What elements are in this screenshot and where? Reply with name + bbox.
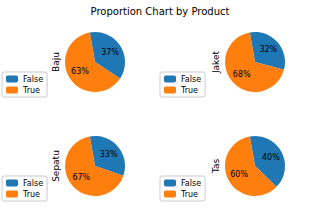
svg-text:True: True (180, 190, 198, 199)
svg-text:63%: 63% (71, 67, 89, 76)
svg-text:32%: 32% (259, 45, 277, 54)
svg-text:True: True (22, 86, 40, 95)
svg-text:True: True (180, 86, 198, 95)
svg-text:33%: 33% (100, 150, 118, 159)
svg-text:Proportion Chart by Product: Proportion Chart by Product (91, 6, 230, 17)
svg-text:Sepatu: Sepatu (51, 150, 61, 182)
svg-text:Baju: Baju (51, 52, 61, 72)
svg-text:40%: 40% (262, 153, 280, 162)
svg-text:37%: 37% (101, 48, 119, 57)
svg-text:False: False (23, 179, 43, 188)
svg-text:False: False (181, 75, 201, 84)
svg-text:60%: 60% (230, 170, 248, 179)
svg-text:Tas: Tas (211, 159, 221, 175)
svg-text:67%: 67% (72, 173, 90, 182)
svg-text:68%: 68% (233, 70, 251, 79)
svg-text:True: True (22, 190, 40, 199)
svg-text:Jaket: Jaket (211, 50, 221, 74)
svg-text:False: False (23, 75, 43, 84)
svg-text:False: False (181, 179, 201, 188)
